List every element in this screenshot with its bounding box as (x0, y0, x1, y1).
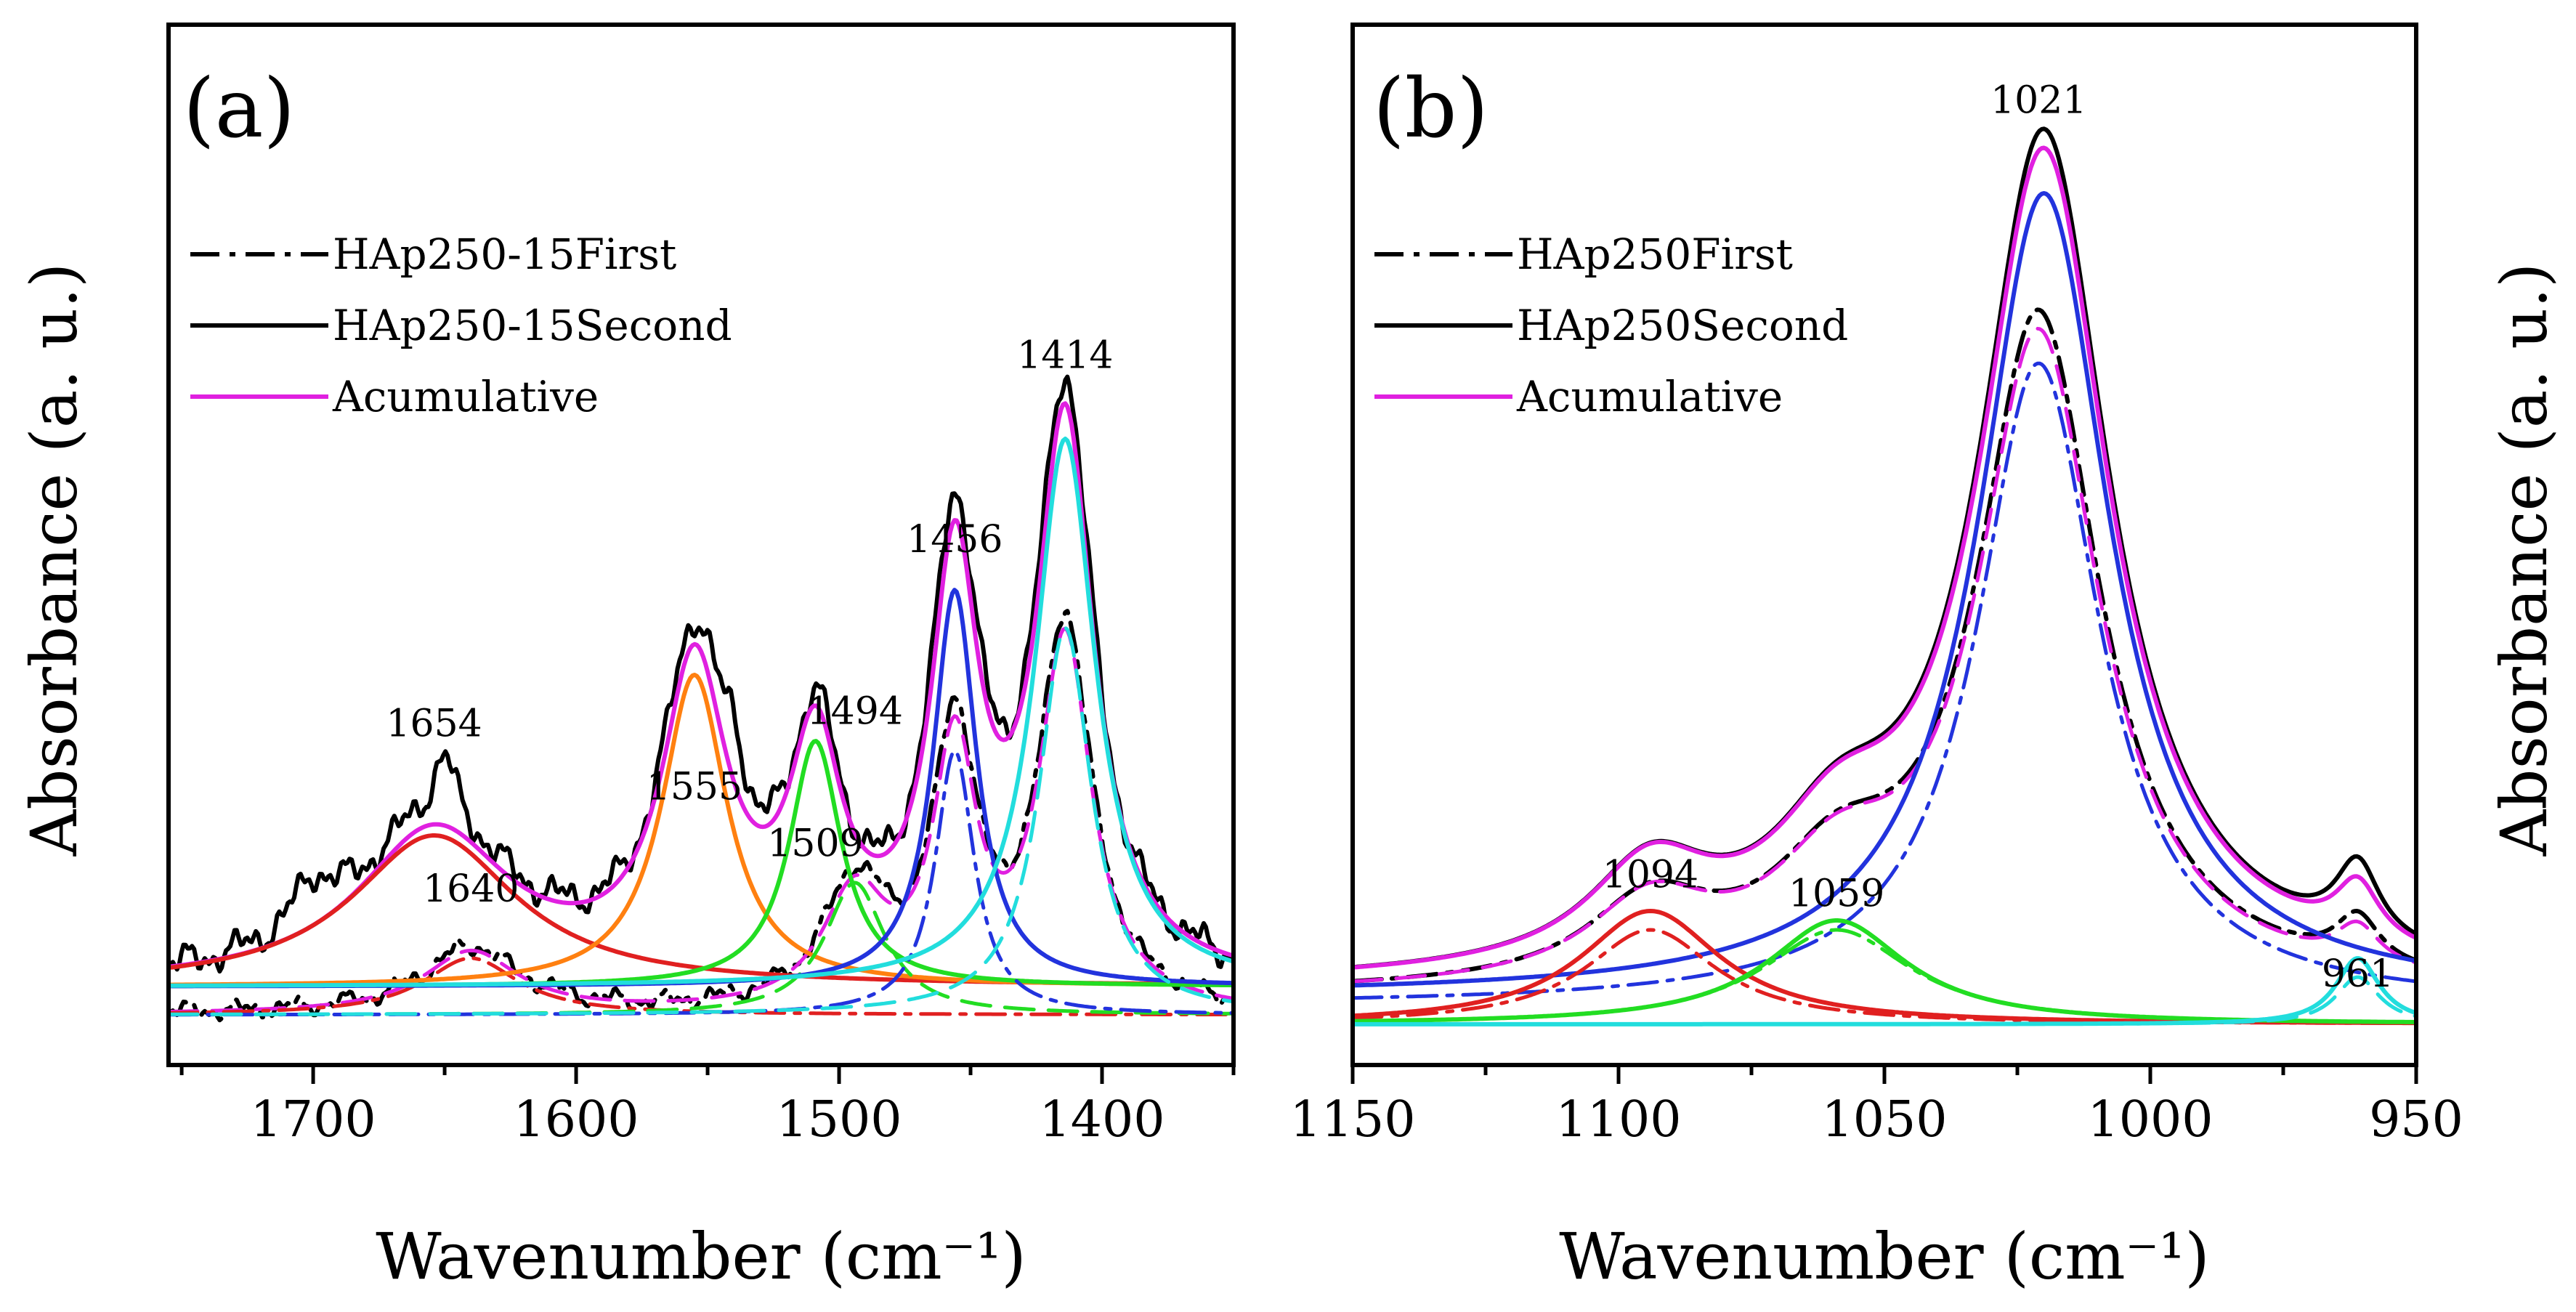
legend-label: Acumulative (1516, 372, 1783, 421)
curve-1059 (1353, 918, 2416, 1024)
peak-label-1456: 1456 (907, 518, 1003, 562)
panel-b-peak-labels: 1021 1094 1059 961 (1603, 79, 2394, 997)
curve-acumulative (1353, 145, 2416, 970)
panel-b-curves (1353, 126, 2416, 1026)
curve-1654 (169, 833, 1234, 987)
peak-label-1654: 1654 (386, 702, 482, 746)
peak-label-1094: 1094 (1603, 854, 1698, 897)
curve-acumulative-first- (1353, 326, 2416, 984)
curve-1494 (169, 880, 1234, 1016)
curve-1414 (169, 437, 1234, 988)
panel-a-peak-labels: 1654 1640 1555 1494 1509 1456 1414 (386, 334, 1113, 912)
y-axis-title-right: Absorbance (a. u.) (2487, 263, 2561, 857)
legend-label: Acumulative (332, 372, 599, 421)
panel-a-ticks: 1700 1600 1500 1400 (179, 1065, 1236, 1149)
legend-label: HAp250-15First (333, 230, 676, 279)
x-tick-label: 1150 (1289, 1091, 1415, 1149)
curve-1555 (169, 673, 1234, 987)
peak-label-1494: 1494 (807, 690, 903, 734)
panel-a-label: (a) (183, 62, 295, 156)
panel-a-curves (169, 374, 1234, 1023)
legend-label: HAp250First (1517, 230, 1793, 279)
panel-b-frame (1350, 23, 2418, 1067)
peak-label-1021: 1021 (1990, 79, 2086, 123)
peak-label-1414: 1414 (1017, 334, 1113, 378)
legend-label: HAp250-15Second (333, 301, 732, 350)
peak-label-1555: 1555 (647, 766, 742, 809)
peak-label-1640: 1640 (423, 867, 519, 911)
curve-hap250-15first (169, 609, 1234, 1023)
panel-b-legend: HAp250First HAp250Second Acumulative (1374, 230, 1848, 421)
panel-b-ticks: 1150 1100 1050 1000 950 (1289, 1065, 2463, 1149)
x-axis-title-b: Wavenumber (cm⁻¹) (1559, 1219, 2209, 1294)
x-tick-label: 1000 (2087, 1091, 2213, 1149)
peak-label-1059: 1059 (1789, 872, 1884, 916)
curve-1094 (1353, 909, 2416, 1026)
panel-a: 1700 1600 1500 1400 1654 1640 1555 1494 1509 145… (166, 23, 1236, 1294)
peak-label-961: 961 (2322, 952, 2394, 996)
panel-a-frame (166, 23, 1236, 1067)
curve-961-first- (1353, 975, 2416, 1026)
x-tick-label: 950 (2369, 1091, 2463, 1149)
peak-label-1509: 1509 (767, 822, 863, 866)
y-axis-title-left: Absorbance (a. u.) (17, 263, 92, 857)
x-tick-label: 1050 (1821, 1091, 1947, 1149)
curve-1021 (1353, 191, 2416, 988)
panel-b: 1150 1100 1050 1000 950 1021 1094 1059 961 HAp2… (1289, 23, 2463, 1294)
panel-a-legend: HAp250-15First HAp250-15Second Acumulative (190, 230, 732, 421)
x-tick-label: 1500 (777, 1091, 902, 1149)
panel-b-label: (b) (1373, 62, 1489, 156)
curve-1414-first- (169, 625, 1234, 1016)
x-tick-label: 1100 (1555, 1091, 1681, 1149)
x-axis-title-a: Wavenumber (cm⁻¹) (376, 1219, 1026, 1294)
legend-label: HAp250Second (1517, 301, 1848, 350)
x-tick-label: 1400 (1039, 1091, 1165, 1149)
x-tick-label: 1600 (514, 1091, 639, 1149)
x-tick-label: 1700 (251, 1091, 376, 1149)
curve-1021-first- (1353, 361, 2416, 1000)
curve-hap250-15second (169, 374, 1234, 974)
